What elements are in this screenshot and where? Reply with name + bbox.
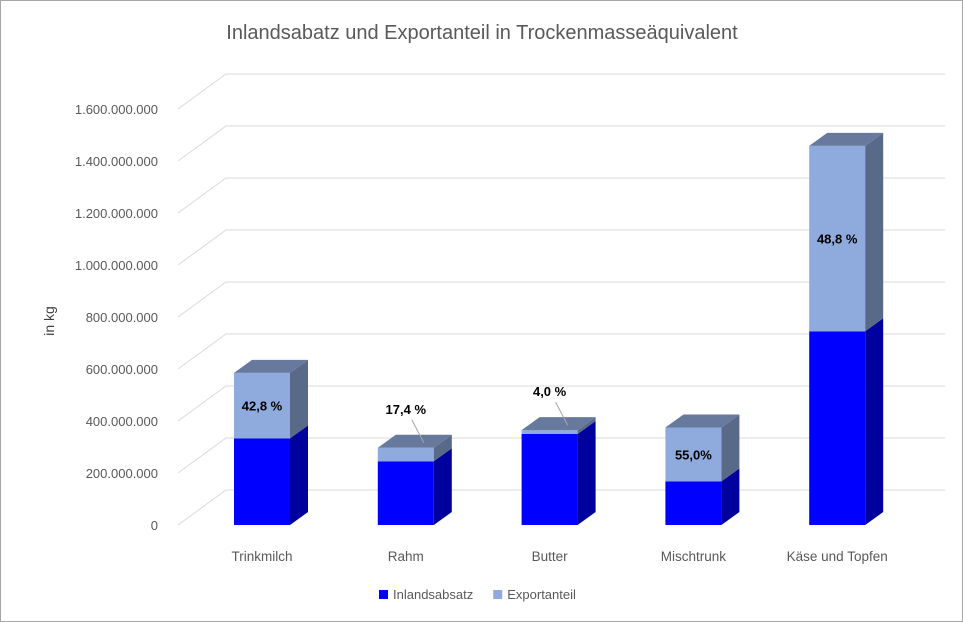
legend-swatch [493, 590, 503, 599]
bar-inlandsabsatz [809, 331, 866, 525]
bar-inlandsabsatz-side [577, 421, 596, 525]
legend-swatch [379, 590, 388, 599]
bar-exportanteil [809, 145, 866, 332]
bar-inlandsabsatz-side [290, 425, 308, 525]
bar-exportanteil-top [521, 417, 596, 431]
legend-label: Inlandsabsatz [393, 587, 473, 602]
y-tick-label: 600.000.000 [86, 362, 158, 377]
data-label: 55,0% [675, 447, 712, 462]
gridline [177, 229, 945, 266]
data-label: 4,0 % [533, 384, 567, 399]
bar-inlandsabsatz-side [433, 448, 452, 525]
bar-exportanteil-side [721, 414, 740, 482]
category-label: Rahm [388, 549, 424, 564]
data-labels: 42,8 % 17,4 % 4,0 % 55,0% 48,8 % [242, 232, 858, 463]
bar-stack [521, 417, 596, 525]
bar-exportanteil [377, 447, 434, 462]
gridline [177, 177, 945, 214]
category-label: Trinkmilch [231, 549, 292, 564]
data-label: 17,4 % [386, 402, 427, 417]
y-tick-label: 200.000.000 [86, 466, 158, 481]
category-label: Mischtrunk [661, 549, 727, 564]
bar-inlandsabsatz [377, 461, 434, 525]
bar-exportanteil [234, 372, 290, 439]
bar-exportanteil-side [865, 132, 884, 332]
y-tick-label: 1.600.000.000 [75, 102, 158, 117]
data-label-leader [411, 419, 425, 444]
bar-exportanteil [665, 427, 722, 482]
y-tick-labels: 0 200.000.000 400.000.000 600.000.000 800.00… [75, 102, 158, 533]
bar-stack [809, 132, 884, 525]
data-label-leader [555, 401, 569, 426]
chart-title: Inlandsabatz und Exportanteil in Trocken… [226, 22, 738, 44]
y-tick-label: 400.000.000 [86, 414, 158, 429]
bar-exportanteil-side [577, 417, 596, 434]
gridline [177, 333, 945, 370]
category-label: Käse und Topfen [787, 549, 888, 564]
y-axis-label: in kg [41, 306, 57, 336]
bar-stack [665, 414, 740, 525]
gridline [177, 73, 945, 110]
y-tick-label: 800.000.000 [86, 310, 158, 325]
gridlines [177, 73, 945, 526]
bar-exportanteil-top [809, 132, 884, 146]
legend-label: Exportanteil [507, 587, 576, 602]
category-label: Butter [532, 549, 569, 564]
bars [234, 132, 884, 525]
bar-exportanteil-side [433, 434, 452, 462]
bar-inlandsabsatz [665, 481, 722, 525]
bar-stack [234, 359, 308, 525]
data-label: 42,8 % [242, 399, 283, 414]
data-label: 48,8 % [817, 232, 858, 247]
bar-exportanteil-top [234, 359, 308, 373]
bar-inlandsabsatz [234, 438, 290, 525]
gridline [177, 125, 945, 162]
bar-inlandsabsatz [521, 434, 578, 525]
y-tick-label: 1.000.000.000 [75, 258, 158, 273]
y-tick-label: 1.200.000.000 [75, 206, 158, 221]
gridline [177, 385, 945, 422]
bar-exportanteil-top [377, 434, 452, 448]
bar-exportanteil-side [290, 359, 308, 439]
bar-exportanteil-top [665, 414, 740, 428]
bar-stack [377, 434, 452, 525]
legend: Inlandsabsatz Exportanteil [379, 587, 576, 602]
y-tick-label: 0 [151, 518, 158, 533]
bar-inlandsabsatz-side [721, 468, 740, 525]
y-tick-label: 1.400.000.000 [75, 154, 158, 169]
gridline [177, 281, 945, 318]
bar-exportanteil [521, 430, 578, 434]
category-labels: Trinkmilch Rahm Butter Mischtrunk Käse und T… [231, 549, 887, 564]
bar-inlandsabsatz-side [865, 318, 884, 525]
